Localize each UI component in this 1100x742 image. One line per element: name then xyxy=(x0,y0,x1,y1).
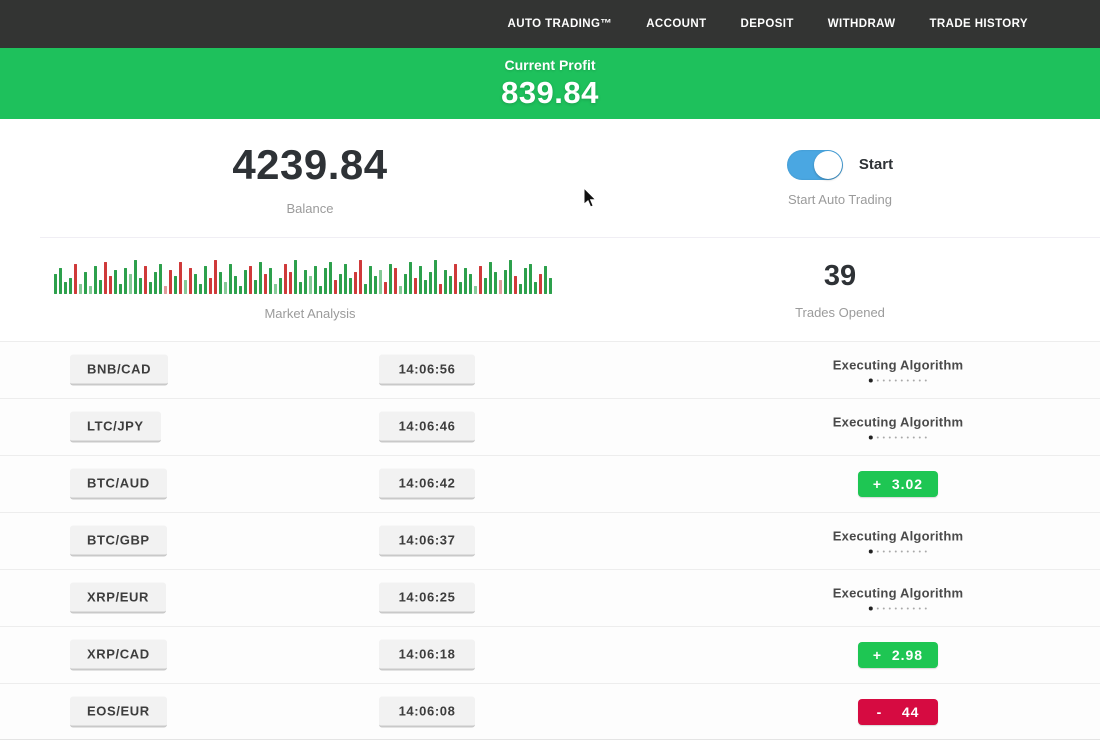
section-divider xyxy=(40,237,1100,238)
trade-time-badge: 14:06:37 xyxy=(379,525,475,557)
start-toggle-label: Start xyxy=(858,156,894,173)
trade-result-badge: + 3.02 xyxy=(858,471,938,497)
executing-algorithm-label: Executing Algorithm xyxy=(832,414,964,430)
trade-status: Executing Algorithm xyxy=(833,529,963,554)
trade-status: + 3.02 xyxy=(858,471,938,497)
trade-row: BNB/CAD 14:06:56 Executing Algorithm xyxy=(0,341,1100,398)
balance-label: Balance xyxy=(286,200,334,216)
trade-time-badge: 14:06:46 xyxy=(379,411,475,443)
trade-row: EOS/EUR 14:06:08 - 44 xyxy=(0,683,1100,740)
trade-row: BTC/AUD 14:06:42 + 3.02 xyxy=(0,455,1100,512)
trade-time-badge: 14:06:08 xyxy=(379,696,475,727)
trade-status: - 44 xyxy=(858,698,938,725)
trade-row: XRP/CAD 14:06:18 + 2.98 xyxy=(0,626,1100,683)
progress-dots-icon xyxy=(833,435,963,440)
trade-row: XRP/EUR 14:06:25 Executing Algorithm xyxy=(0,569,1100,626)
trade-status: Executing Algorithm xyxy=(833,415,963,440)
currency-pair-badge: BTC/GBP xyxy=(70,525,167,557)
trades-table: BNB/CAD 14:06:56 Executing Algorithm LTC… xyxy=(0,341,1100,740)
market-analysis-label: Market Analysis xyxy=(264,306,356,321)
executing-algorithm-label: Executing Algorithm xyxy=(832,528,964,544)
executing-status: Executing Algorithm xyxy=(833,586,963,611)
nav-item[interactable]: ACCOUNT xyxy=(646,18,707,30)
executing-status: Executing Algorithm xyxy=(833,415,963,440)
start-auto-trading-label: Start Auto Trading xyxy=(787,191,893,207)
start-auto-trading-toggle[interactable] xyxy=(786,149,843,180)
top-navigation: AUTO TRADING™ ACCOUNT DEPOSIT WITHDRAW T… xyxy=(0,0,1100,48)
trades-opened-value: 39 xyxy=(823,259,857,292)
trade-status: + 2.98 xyxy=(858,642,938,668)
trade-result-badge: + 2.98 xyxy=(858,642,938,668)
market-analysis-block: Market Analysis xyxy=(0,238,620,341)
nav-item[interactable]: WITHDRAW xyxy=(827,18,896,30)
trade-time-badge: 14:06:42 xyxy=(379,468,475,500)
auto-trading-block: Start Start Auto Trading xyxy=(620,119,1060,237)
current-profit-value: 839.84 xyxy=(501,74,599,110)
currency-pair-badge: EOS/EUR xyxy=(70,696,167,727)
balance-section: 4239.84 Balance Start Start Auto Trading xyxy=(0,119,1100,237)
nav-item[interactable]: DEPOSIT xyxy=(740,18,794,30)
toggle-knob-icon xyxy=(813,150,842,179)
progress-dots-icon xyxy=(833,549,963,554)
progress-dots-icon xyxy=(833,606,963,611)
trade-result-badge: - 44 xyxy=(858,698,938,725)
executing-algorithm-label: Executing Algorithm xyxy=(832,585,964,601)
currency-pair-badge: LTC/JPY xyxy=(70,411,161,443)
executing-status: Executing Algorithm xyxy=(833,358,963,383)
balance-block: 4239.84 Balance xyxy=(0,119,620,237)
trade-row: BTC/GBP 14:06:37 Executing Algorithm xyxy=(0,512,1100,569)
balance-value: 4239.84 xyxy=(232,140,388,188)
market-analysis-chart xyxy=(54,258,566,294)
current-profit-banner: Current Profit 839.84 xyxy=(0,48,1100,119)
trade-time-badge: 14:06:56 xyxy=(379,354,475,386)
executing-algorithm-label: Executing Algorithm xyxy=(832,357,964,373)
currency-pair-badge: BTC/AUD xyxy=(70,468,167,500)
trade-time-badge: 14:06:25 xyxy=(379,582,475,614)
currency-pair-badge: XRP/EUR xyxy=(70,582,166,614)
current-profit-label: Current Profit xyxy=(504,56,596,73)
progress-dots-icon xyxy=(833,378,963,383)
trade-row: LTC/JPY 14:06:46 Executing Algorithm xyxy=(0,398,1100,455)
trades-opened-block: 39 Trades Opened xyxy=(620,238,1060,341)
trades-opened-label: Trades Opened xyxy=(795,304,885,320)
currency-pair-badge: BNB/CAD xyxy=(70,354,169,386)
market-analysis-section: Market Analysis 39 Trades Opened xyxy=(0,238,1100,341)
executing-status: Executing Algorithm xyxy=(833,529,963,554)
nav-item[interactable]: AUTO TRADING™ xyxy=(507,18,613,30)
auto-trading-toggle-group: Start xyxy=(786,149,894,180)
nav-item[interactable]: TRADE HISTORY xyxy=(929,18,1028,30)
trade-status: Executing Algorithm xyxy=(833,586,963,611)
currency-pair-badge: XRP/CAD xyxy=(70,639,167,671)
trade-status: Executing Algorithm xyxy=(833,358,963,383)
trade-time-badge: 14:06:18 xyxy=(379,639,475,671)
